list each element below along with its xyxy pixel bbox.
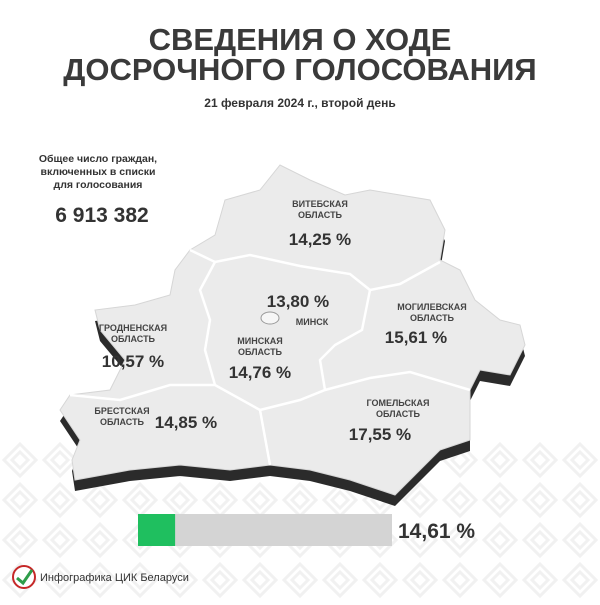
region-turnout: 13,80 % <box>267 292 329 311</box>
map <box>59 164 526 506</box>
minsk-city <box>260 311 280 325</box>
region-name: ОБЛАСТЬ <box>376 409 421 419</box>
region-name: МИНСК <box>296 317 329 327</box>
region-turnout: 10,57 % <box>102 352 164 371</box>
voters-label: включенных в списки <box>41 166 156 178</box>
logo-check <box>16 569 34 586</box>
region-name: МИНСКАЯ <box>237 336 282 346</box>
progress-track <box>138 514 392 546</box>
title-line: ДОСРОЧНОГО ГОЛОСОВАНИЯ <box>63 52 536 87</box>
region-name: ВИТЕБСКАЯ <box>292 199 348 209</box>
region-turnout: 17,55 % <box>349 425 411 444</box>
region-name: ГРОДНЕНСКАЯ <box>99 323 167 333</box>
region-name: ОБЛАСТЬ <box>410 313 455 323</box>
voters-label: Общее число граждан, <box>39 153 157 165</box>
region-turnout: 14,85 % <box>155 413 217 432</box>
logo <box>12 565 36 589</box>
voters-block: Общее число граждан,включенных в спискид… <box>39 153 157 227</box>
footer: Инфографика ЦИК Беларуси <box>40 572 189 584</box>
region-name: ОБЛАСТЬ <box>111 334 156 344</box>
region-border <box>189 248 441 292</box>
region-name: МОГИЛЕВСКАЯ <box>397 302 467 312</box>
title-line: СВЕДЕНИЯ О ХОДЕ <box>149 22 452 57</box>
region-turnout: 14,76 % <box>229 363 291 382</box>
region-border <box>259 370 471 412</box>
region-name: БРЕСТСКАЯ <box>94 406 149 416</box>
region-border <box>198 261 217 386</box>
total-label: 14,61 % <box>398 520 475 543</box>
region-name: ОБЛАСТЬ <box>100 417 145 427</box>
region-name: ОБЛАСТЬ <box>238 347 283 357</box>
region-turnout: 14,25 % <box>289 230 351 249</box>
region-border <box>318 289 372 391</box>
region-name: ГОМЕЛЬСКАЯ <box>366 398 429 408</box>
region-border <box>69 383 261 412</box>
region-name: ОБЛАСТЬ <box>298 210 343 220</box>
map-outline <box>59 164 526 496</box>
region-turnout: 15,61 % <box>385 328 447 347</box>
subtitle: 21 февраля 2024 г., второй день <box>204 96 395 110</box>
region-border <box>258 409 272 466</box>
voters-value: 6 913 382 <box>55 204 148 227</box>
voters-label: для голосования <box>54 179 143 191</box>
progress-bar <box>138 514 176 546</box>
